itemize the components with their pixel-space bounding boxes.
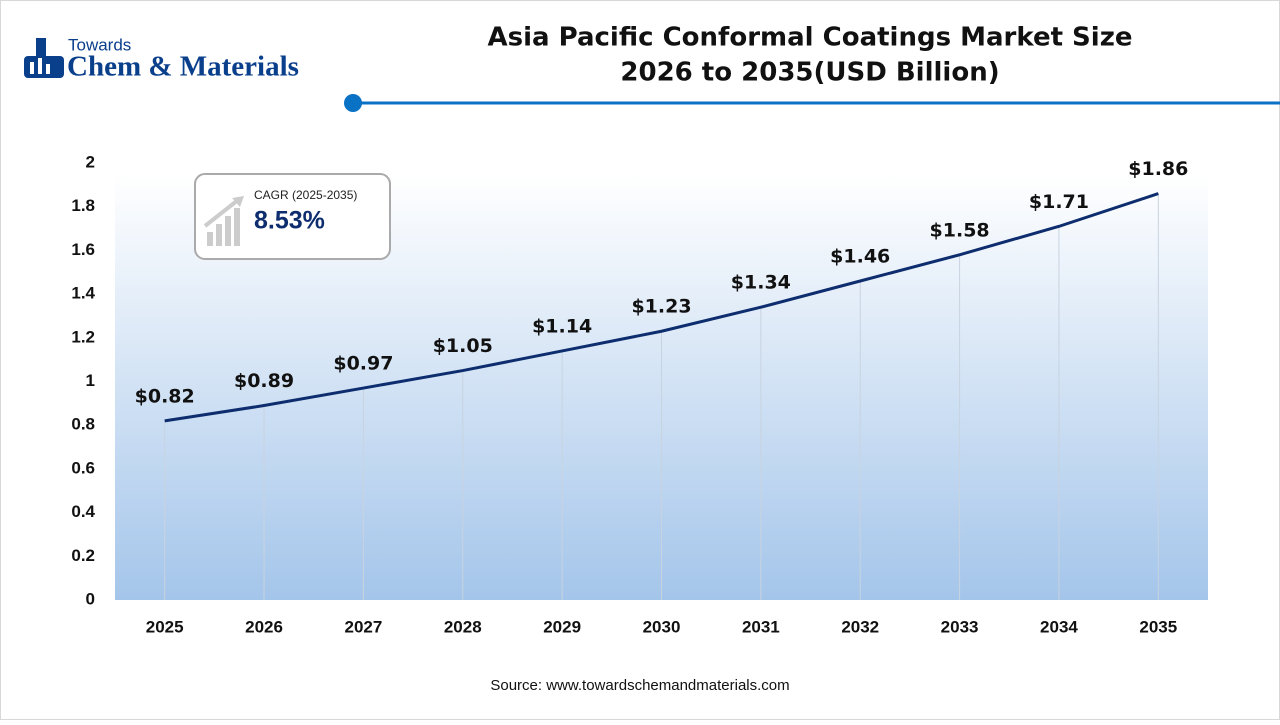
y-tick-label: 0.2 xyxy=(71,546,95,565)
y-tick-label: 0.4 xyxy=(71,502,95,521)
x-tick-label: 2032 xyxy=(841,617,879,636)
data-label: $0.82 xyxy=(135,385,195,407)
x-tick-label: 2027 xyxy=(344,617,382,636)
line xyxy=(164,192,1159,423)
y-tick-label: 1 xyxy=(86,371,95,390)
data-label: $1.14 xyxy=(532,315,592,337)
y-tick-label: 1.4 xyxy=(71,284,95,303)
data-label: $1.05 xyxy=(433,335,493,357)
cagr-value: 8.53% xyxy=(254,207,325,235)
x-tick-label: 2034 xyxy=(1040,617,1078,636)
logo: Towards Chem & Materials xyxy=(24,35,299,83)
y-tick-label: 2 xyxy=(86,152,95,171)
data-label: $1.58 xyxy=(930,219,990,241)
data-label: $1.46 xyxy=(830,245,890,267)
logo-top: Towards xyxy=(68,35,131,54)
x-tick-label: 2033 xyxy=(941,617,979,636)
x-tick-label: 2031 xyxy=(742,617,780,636)
y-tick-label: 1.6 xyxy=(71,240,95,259)
y-tick-label: 0.8 xyxy=(71,415,95,434)
y-tick-label: 0 xyxy=(86,589,95,608)
data-label: $1.34 xyxy=(731,272,791,294)
cagr-box: CAGR (2025-2035) 8.53% xyxy=(194,173,391,260)
y-tick-label: 1.8 xyxy=(71,196,95,215)
cagr-label: CAGR (2025-2035) xyxy=(254,188,357,202)
data-label: $1.71 xyxy=(1029,191,1089,213)
chart-title: 2026 to 2035(USD Billion) xyxy=(620,58,999,88)
chart-title: Asia Pacific Conformal Coatings Market S… xyxy=(488,23,1133,53)
logo-bottom: Chem & Materials xyxy=(67,51,299,83)
x-tick-label: 2026 xyxy=(245,617,283,636)
data-label: $1.86 xyxy=(1128,158,1188,180)
divider-dot xyxy=(344,94,362,112)
x-tick-label: 2035 xyxy=(1139,617,1177,636)
data-label: $1.23 xyxy=(631,296,691,318)
x-tick-label: 2029 xyxy=(543,617,581,636)
y-tick-label: 1.2 xyxy=(71,327,95,346)
x-tick-label: 2025 xyxy=(146,617,184,636)
x-tick-label: 2030 xyxy=(643,617,681,636)
data-label: $0.97 xyxy=(333,353,393,375)
data-label: $0.89 xyxy=(234,370,294,392)
y-tick-label: 0.6 xyxy=(71,458,95,477)
x-tick-label: 2028 xyxy=(444,617,482,636)
source: Source: www.towardschemandmaterials.com xyxy=(490,677,789,694)
